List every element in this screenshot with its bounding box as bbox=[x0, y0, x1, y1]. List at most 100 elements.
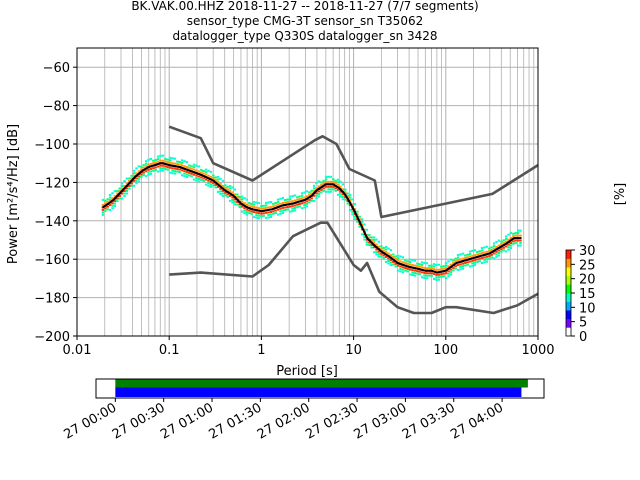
density-cell bbox=[363, 236, 366, 239]
density-cell bbox=[262, 207, 265, 210]
density-cell bbox=[461, 262, 465, 265]
density-cell bbox=[296, 196, 299, 199]
density-cell bbox=[296, 198, 299, 201]
density-cell bbox=[183, 175, 186, 178]
density-cell bbox=[497, 244, 501, 247]
density-cell bbox=[425, 272, 429, 275]
density-cell bbox=[240, 198, 244, 201]
density-cell bbox=[188, 174, 191, 177]
density-cell bbox=[190, 175, 193, 178]
density-cell bbox=[502, 241, 505, 244]
density-cell bbox=[185, 176, 189, 179]
density-cell bbox=[132, 179, 136, 182]
density-cell bbox=[396, 269, 400, 272]
density-cell bbox=[375, 243, 378, 246]
density-cell bbox=[202, 177, 205, 180]
series-line-3 bbox=[102, 162, 521, 274]
density-cell bbox=[161, 169, 165, 172]
density-cell bbox=[286, 201, 289, 204]
density-cell bbox=[260, 215, 263, 218]
density-cell bbox=[128, 177, 131, 180]
density-cell bbox=[339, 195, 342, 198]
density-cell bbox=[363, 223, 366, 226]
density-cell bbox=[452, 259, 455, 262]
density-cell bbox=[216, 175, 220, 178]
density-cell bbox=[476, 250, 479, 253]
density-cell bbox=[140, 165, 143, 168]
density-cell bbox=[168, 159, 172, 162]
density-cell bbox=[149, 170, 153, 173]
density-cell bbox=[329, 180, 333, 183]
density-cell bbox=[101, 203, 105, 206]
density-cell bbox=[226, 185, 229, 188]
density-cell bbox=[228, 194, 232, 197]
density-cell bbox=[483, 251, 486, 254]
density-cell bbox=[353, 203, 357, 206]
density-cell bbox=[248, 212, 251, 215]
density-cell bbox=[471, 259, 474, 262]
density-cell bbox=[120, 197, 124, 200]
density-cell bbox=[418, 273, 421, 276]
density-cell bbox=[471, 262, 474, 265]
density-cell bbox=[305, 190, 309, 193]
density-cell bbox=[284, 206, 287, 209]
density-cell bbox=[245, 213, 249, 216]
density-cell bbox=[279, 197, 282, 200]
density-cell bbox=[269, 210, 273, 213]
density-cell bbox=[346, 202, 349, 205]
timeline-tick-label: 27 02:30 bbox=[303, 400, 361, 442]
density-cell bbox=[291, 207, 294, 210]
density-cell bbox=[327, 175, 330, 178]
density-cell bbox=[161, 167, 165, 170]
colorbar-tick-label: 25 bbox=[579, 258, 596, 273]
density-cell bbox=[468, 253, 472, 256]
density-cell bbox=[226, 195, 229, 198]
density-cell bbox=[387, 262, 390, 265]
density-cell bbox=[348, 199, 352, 202]
density-cell bbox=[449, 258, 453, 261]
density-cell bbox=[377, 250, 381, 253]
density-cell bbox=[312, 184, 316, 187]
density-cell bbox=[125, 182, 129, 185]
density-cell bbox=[399, 265, 402, 268]
density-cell bbox=[502, 239, 505, 242]
density-cell bbox=[404, 267, 407, 270]
density-cell bbox=[336, 193, 340, 196]
density-cell bbox=[519, 229, 522, 232]
density-cell bbox=[245, 203, 249, 206]
density-cell bbox=[231, 191, 234, 194]
density-cell bbox=[346, 200, 349, 203]
density-cell bbox=[344, 188, 347, 191]
density-cell bbox=[108, 194, 112, 197]
density-cell bbox=[495, 255, 498, 258]
density-cell bbox=[310, 189, 313, 192]
density-cell bbox=[488, 257, 491, 260]
density-cell bbox=[322, 189, 325, 192]
density-cell bbox=[176, 163, 179, 166]
density-cell bbox=[341, 198, 345, 201]
density-cell bbox=[334, 187, 337, 190]
density-cell bbox=[384, 260, 388, 263]
density-cell bbox=[293, 206, 297, 209]
density-cell bbox=[428, 272, 431, 275]
density-cell bbox=[288, 210, 292, 213]
density-cell bbox=[180, 174, 184, 177]
density-cell bbox=[500, 248, 503, 251]
density-cell bbox=[188, 166, 191, 169]
density-cell bbox=[135, 182, 138, 185]
density-cell bbox=[432, 265, 436, 268]
y-tick-label: −60 bbox=[43, 61, 70, 76]
y-tick-label: −180 bbox=[34, 292, 70, 307]
density-cell bbox=[267, 201, 270, 204]
density-cell bbox=[200, 178, 203, 181]
density-cell bbox=[224, 186, 227, 189]
density-cell bbox=[490, 246, 493, 249]
density-cell bbox=[243, 207, 246, 210]
density-cell bbox=[408, 263, 412, 266]
density-cell bbox=[399, 255, 402, 258]
density-cell bbox=[375, 251, 378, 254]
density-cell bbox=[219, 182, 222, 185]
density-cell bbox=[161, 154, 165, 157]
density-cell bbox=[473, 264, 477, 267]
density-cell bbox=[416, 272, 419, 275]
